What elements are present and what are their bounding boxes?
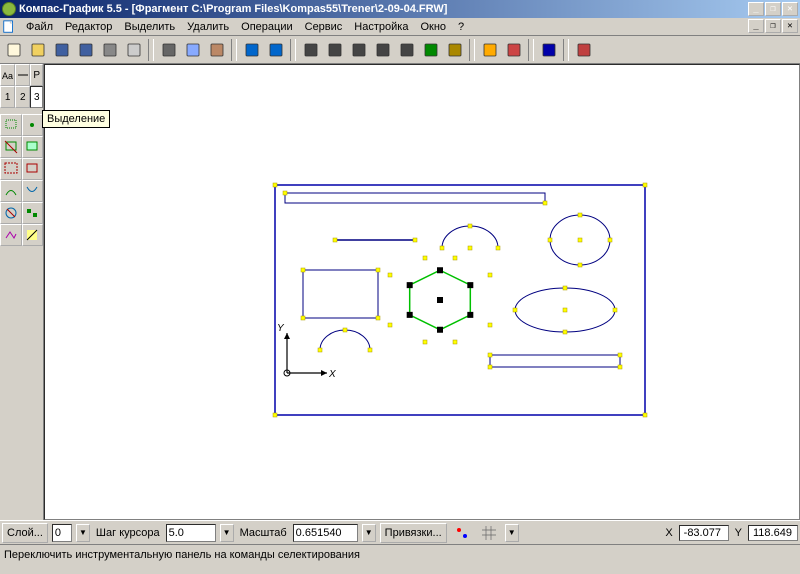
work-area: Aa P 1 2 3 XY: [0, 64, 800, 520]
menu-Удалить[interactable]: Удалить: [181, 19, 235, 35]
menu-Файл[interactable]: Файл: [20, 19, 59, 35]
y-coord: 118.649: [748, 525, 798, 541]
layer-button[interactable]: Слой...: [2, 523, 48, 543]
menu-Операции[interactable]: Операции: [235, 19, 298, 35]
doc-icon: [2, 20, 16, 34]
grid-dropdown[interactable]: ▼: [505, 524, 519, 542]
tab-1[interactable]: 1: [0, 86, 15, 108]
sel-layer-icon[interactable]: [0, 180, 22, 202]
cursor-step-label: Шаг курсора: [94, 527, 162, 539]
svg-text:X: X: [328, 369, 336, 380]
maximize-button[interactable]: ❐: [765, 2, 781, 16]
print-icon[interactable]: [98, 39, 121, 61]
mdi-close-button[interactable]: ✕: [782, 19, 798, 33]
sel-point-icon[interactable]: [22, 114, 44, 136]
sel-prev-icon[interactable]: [22, 158, 44, 180]
redo-icon[interactable]: [264, 39, 287, 61]
bindings-button[interactable]: Привязки...: [380, 523, 447, 543]
sel-chain-icon[interactable]: [0, 224, 22, 246]
window-controls: _ ❐ ✕: [748, 2, 798, 16]
x-label: X: [663, 527, 674, 539]
cursor-step-dropdown[interactable]: ▼: [220, 524, 234, 542]
help-bar: Переключить инструментальную панель на к…: [0, 544, 800, 564]
layer-dropdown[interactable]: ▼: [76, 524, 90, 542]
save-icon[interactable]: [74, 39, 97, 61]
left-toolbox: Aa P 1 2 3: [0, 64, 44, 520]
mdi-restore-button[interactable]: ❐: [765, 19, 781, 33]
svg-text:Aa: Aa: [2, 71, 13, 81]
app-icon: [2, 2, 16, 16]
scale-input[interactable]: [293, 524, 358, 542]
tab-2[interactable]: 2: [15, 86, 30, 108]
menu-Сервис[interactable]: Сервис: [299, 19, 349, 35]
drawing-svg: XY: [45, 65, 775, 495]
title-bar: Компас-График 5.5 - [Фрагмент C:\Program…: [0, 0, 800, 18]
tab-3[interactable]: 3: [30, 86, 43, 108]
title-text: Компас-График 5.5 - [Фрагмент C:\Program…: [19, 3, 748, 15]
status-toolbar: Слой... ▼ Шаг курсора ▼ Масштаб ▼ Привяз…: [0, 520, 800, 544]
paste-icon[interactable]: [205, 39, 228, 61]
canvas[interactable]: XY: [44, 64, 800, 520]
zoom-out-icon[interactable]: [323, 39, 346, 61]
mode-btn-p[interactable]: P: [30, 64, 43, 86]
x-coord: -83.077: [679, 525, 729, 541]
props-icon[interactable]: [502, 39, 525, 61]
menu-Выделить[interactable]: Выделить: [118, 19, 181, 35]
zoom-prev-icon[interactable]: [395, 39, 418, 61]
zoom-window-icon[interactable]: [347, 39, 370, 61]
special-icon[interactable]: [572, 39, 595, 61]
new-icon[interactable]: [2, 39, 25, 61]
sel-group-icon[interactable]: [22, 202, 44, 224]
cursor-step-input[interactable]: [166, 524, 216, 542]
layers-icon[interactable]: [478, 39, 501, 61]
tooltip: Выделение: [42, 110, 110, 128]
sel-all-icon[interactable]: [0, 158, 22, 180]
scale-label: Масштаб: [238, 527, 289, 539]
help-text: Переключить инструментальную панель на к…: [4, 549, 360, 561]
grid-icon[interactable]: [478, 522, 501, 544]
scale-dropdown[interactable]: ▼: [362, 524, 376, 542]
minimize-button[interactable]: _: [748, 2, 764, 16]
mdi-controls: _ ❐ ✕: [748, 19, 798, 33]
menu-bar: ФайлРедакторВыделитьУдалитьОперацииСерви…: [0, 18, 800, 36]
main-toolbar: [0, 36, 800, 64]
mode-btn-a[interactable]: Aa: [0, 64, 15, 86]
y-label: Y: [733, 527, 744, 539]
sel-cross-icon[interactable]: [0, 136, 22, 158]
menu-?[interactable]: ?: [452, 19, 470, 35]
sel-invert-icon[interactable]: [22, 224, 44, 246]
close-button[interactable]: ✕: [782, 2, 798, 16]
sel-win-icon[interactable]: [22, 136, 44, 158]
svg-text:Y: Y: [277, 323, 285, 334]
menu-Окно[interactable]: Окно: [414, 19, 452, 35]
mode-btn-dim[interactable]: [15, 64, 30, 86]
menu-Редактор[interactable]: Редактор: [59, 19, 118, 35]
save-icon[interactable]: [50, 39, 73, 61]
layer-input[interactable]: [52, 524, 72, 542]
cut-icon[interactable]: [157, 39, 180, 61]
zoom-fit-icon[interactable]: [371, 39, 394, 61]
snap-icon[interactable]: [451, 522, 474, 544]
pan-icon[interactable]: [443, 39, 466, 61]
help-icon[interactable]: [537, 39, 560, 61]
sel-type-icon[interactable]: [22, 180, 44, 202]
sel-rect-icon[interactable]: [0, 114, 22, 136]
preview-icon[interactable]: [122, 39, 145, 61]
mdi-minimize-button[interactable]: _: [748, 19, 764, 33]
open-icon[interactable]: [26, 39, 49, 61]
menu-Настройка[interactable]: Настройка: [348, 19, 414, 35]
zoom-in-icon[interactable]: [299, 39, 322, 61]
refresh-icon[interactable]: [419, 39, 442, 61]
sel-exclude-icon[interactable]: [0, 202, 22, 224]
undo-icon[interactable]: [240, 39, 263, 61]
copy-icon[interactable]: [181, 39, 204, 61]
